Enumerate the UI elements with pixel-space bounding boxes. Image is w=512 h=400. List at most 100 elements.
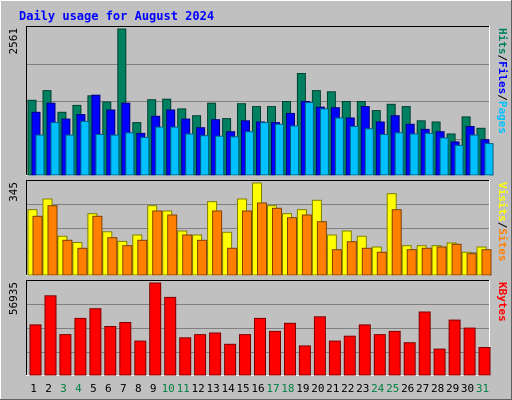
legend-label: Visits/Sites xyxy=(496,182,509,262)
bar-pages-day-24 xyxy=(379,134,389,176)
chart-title: Daily usage for August 2024 xyxy=(19,9,214,23)
x-tick-day-7: 7 xyxy=(120,382,127,395)
bar-pages-day-12 xyxy=(200,135,210,176)
bar-kbytes-day-27 xyxy=(418,311,431,376)
x-tick-day-11: 11 xyxy=(177,382,190,395)
bar-kbytes-day-13 xyxy=(209,332,222,376)
bar-pages-day-16 xyxy=(260,122,269,176)
x-tick-day-14: 14 xyxy=(221,382,235,395)
bar-pages-day-14 xyxy=(230,136,240,176)
bar-pages-day-3 xyxy=(65,134,75,176)
x-tick-day-3: 3 xyxy=(60,382,67,395)
bar-pages-day-28 xyxy=(439,137,449,176)
bar-kbytes-day-14 xyxy=(224,343,237,376)
bar-sites-day-15 xyxy=(242,210,252,276)
bar-sites-day-9 xyxy=(152,210,163,276)
x-tick-day-12: 12 xyxy=(191,382,204,395)
legend-kbytes: KBytes xyxy=(496,282,509,322)
x-axis-day-labels: 1 2 3 4 5 6 7 8 9 10 11 12 13 14 15 16 17 18 19 20 21 22 23 24 2… xyxy=(30,382,489,395)
bar-sites-day-10 xyxy=(167,214,178,276)
bar-sites-day-6 xyxy=(107,237,118,276)
x-tick-day-2: 2 xyxy=(45,382,52,395)
bar-kbytes-day-29 xyxy=(448,319,461,376)
x-tick-day-29: 29 xyxy=(446,382,459,395)
bar-kbytes-day-5 xyxy=(89,308,102,376)
x-tick-day-17: 17 xyxy=(266,382,279,395)
bar-pages-day-23 xyxy=(364,128,374,176)
bar-kbytes-day-6 xyxy=(104,326,117,376)
bar-kbytes-day-28 xyxy=(433,348,446,376)
bar-sites-day-1 xyxy=(32,215,43,276)
x-tick-day-5: 5 xyxy=(90,382,97,395)
bar-pages-day-27 xyxy=(424,132,434,176)
bar-sites-day-29 xyxy=(451,243,462,276)
x-tick-day-8: 8 xyxy=(135,382,142,395)
legend-separator: / xyxy=(496,55,509,62)
y-max-label: 345 xyxy=(7,182,20,202)
bar-kbytes-day-7 xyxy=(119,322,132,376)
bar-pages-day-8 xyxy=(140,136,150,176)
legend-hits: Hits xyxy=(496,28,509,55)
legend-pages: Pages xyxy=(496,101,509,134)
bar-pages-day-26 xyxy=(409,133,419,176)
bar-pages-day-19 xyxy=(304,102,314,176)
bar-sites-day-23 xyxy=(361,247,372,276)
bar-kbytes-day-8 xyxy=(134,340,147,376)
bar-kbytes-day-3 xyxy=(59,334,72,376)
bar-pages-day-15 xyxy=(245,131,254,176)
bar-kbytes-day-25 xyxy=(388,330,401,376)
bar-kbytes-day-26 xyxy=(403,342,416,376)
x-tick-day-16: 16 xyxy=(251,382,264,395)
bar-kbytes-day-15 xyxy=(239,334,251,376)
x-tick-day-18: 18 xyxy=(281,382,294,395)
bar-sites-day-24 xyxy=(376,251,387,276)
panel-sites-visits: 345 Visits/Sites xyxy=(7,180,509,276)
bar-pages-day-7 xyxy=(125,132,135,176)
bar-sites-day-22 xyxy=(346,241,357,276)
bar-sites-day-3 xyxy=(62,239,73,276)
bar-kbytes-day-22 xyxy=(343,335,356,376)
x-tick-day-21: 21 xyxy=(326,382,339,395)
x-tick-day-6: 6 xyxy=(105,382,112,395)
bar-sites-day-5 xyxy=(92,215,103,276)
x-tick-day-15: 15 xyxy=(236,382,249,395)
panel-kbytes: 56935 KBytes xyxy=(7,280,509,376)
bar-sites-day-2 xyxy=(47,205,58,276)
bar-kbytes-day-19 xyxy=(298,345,311,376)
bar-kbytes-day-4 xyxy=(74,317,87,376)
bar-sites-day-31 xyxy=(481,249,492,276)
bar-pages-day-30 xyxy=(469,134,479,176)
bar-pages-day-22 xyxy=(349,126,359,176)
bar-kbytes-day-18 xyxy=(284,322,296,376)
bar-kbytes-day-16 xyxy=(254,317,266,376)
bar-pages-day-9 xyxy=(155,126,165,176)
bar-sites-day-11 xyxy=(182,234,193,276)
x-tick-day-20: 20 xyxy=(311,382,324,395)
x-tick-day-30: 30 xyxy=(461,382,474,395)
x-tick-day-19: 19 xyxy=(296,382,309,395)
bar-kbytes-day-10 xyxy=(164,296,177,376)
legend-label: Hits/Files/Pages xyxy=(496,28,509,134)
legend-separator: / xyxy=(496,94,509,101)
legend-visits: Visits xyxy=(496,182,509,222)
bar-kbytes-day-24 xyxy=(373,334,386,376)
bar-sites-day-30 xyxy=(466,253,477,276)
bar-kbytes-day-12 xyxy=(194,334,207,376)
bar-kbytes-day-1 xyxy=(29,324,42,376)
x-tick-day-9: 9 xyxy=(150,382,157,395)
y-max-label: 2561 xyxy=(7,28,20,55)
bar-pages-day-2 xyxy=(50,122,60,176)
bar-pages-day-17 xyxy=(275,123,284,176)
bar-pages-day-11 xyxy=(185,133,195,176)
bar-pages-day-25 xyxy=(394,132,404,176)
bar-sites-day-16 xyxy=(257,202,267,276)
x-tick-day-13: 13 xyxy=(206,382,219,395)
bar-sites-day-27 xyxy=(421,247,432,276)
bar-sites-day-12 xyxy=(197,239,208,276)
bar-sites-day-26 xyxy=(406,249,417,276)
panel-pages-files-hits: 2561 Hits/Files/Pages xyxy=(7,26,509,176)
bar-sites-day-7 xyxy=(122,245,133,276)
bar-pages-day-1 xyxy=(35,134,45,176)
x-tick-day-1: 1 xyxy=(30,382,37,395)
y-max-label: 56935 xyxy=(7,282,20,315)
